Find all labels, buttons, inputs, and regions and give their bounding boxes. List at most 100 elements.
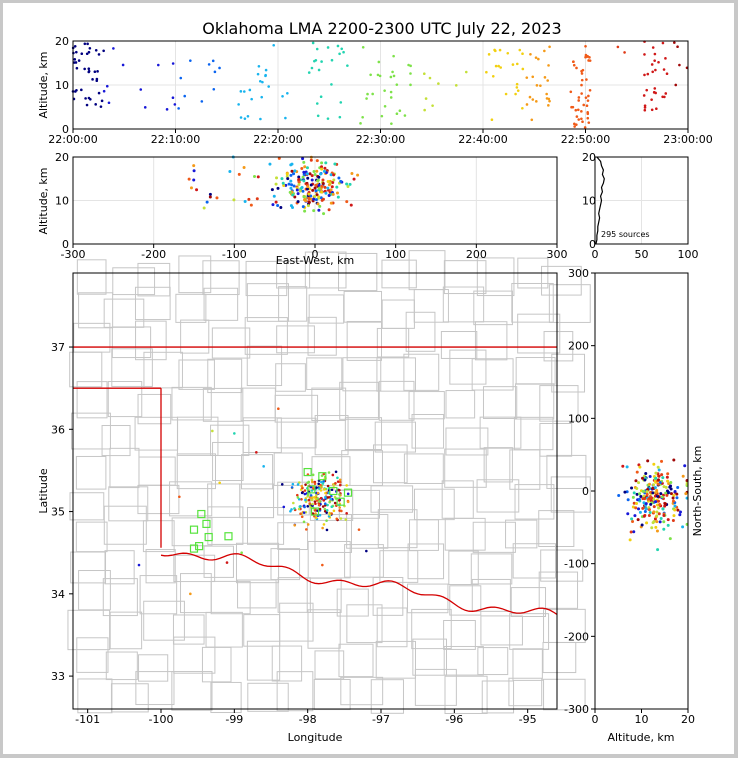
map-source-point: [297, 481, 301, 484]
ew-source-point: [336, 195, 340, 199]
county-outline: [538, 571, 579, 609]
ns-source-point: [634, 479, 638, 483]
ns-source-point: [649, 502, 653, 506]
source-point: [580, 78, 584, 82]
ew-tick-label: -300: [61, 248, 86, 261]
ew-source-point: [256, 175, 260, 179]
ew-source-point: [274, 200, 278, 204]
source-point: [580, 117, 583, 121]
source-point: [650, 108, 654, 112]
ew-source-point: [314, 198, 318, 202]
source-point: [464, 70, 468, 74]
ew-source-point: [312, 197, 316, 201]
source-point: [534, 56, 538, 59]
map-source-point: [296, 483, 300, 486]
ns-source-point: [642, 501, 646, 505]
ns-panel-xlabel: Altitude, km: [607, 731, 674, 744]
ns-source-point: [626, 498, 630, 502]
map-source-point: [332, 509, 336, 513]
county-outline: [110, 683, 149, 713]
map-source-point: [313, 509, 317, 512]
ns-source-point: [637, 507, 641, 511]
red-river-border: [160, 552, 558, 615]
county-outline: [102, 578, 138, 617]
county-outline: [474, 321, 508, 361]
map-source-point: [298, 505, 302, 508]
source-point: [264, 68, 268, 72]
time-alt-tick-label: 10: [55, 79, 69, 92]
map-source-point: [345, 512, 348, 515]
source-point: [346, 64, 349, 67]
ew-source-point: [309, 194, 313, 198]
ew-source-point: [332, 178, 336, 182]
ns-source-point: [666, 479, 670, 483]
source-point: [315, 47, 319, 51]
source-point: [487, 53, 491, 56]
county-outline: [271, 645, 303, 682]
source-point: [521, 52, 524, 56]
ns-source-point: [675, 496, 679, 500]
ew-source-point: [249, 203, 253, 207]
county-outline: [512, 648, 543, 681]
ew-source-point: [337, 176, 341, 180]
map-source-point: [346, 492, 350, 496]
map-source-point: [303, 489, 307, 492]
source-point: [535, 84, 539, 87]
map-source-point: [304, 498, 307, 502]
county-outline: [69, 492, 105, 521]
county-outline: [135, 320, 167, 361]
ns-source-point: [673, 504, 677, 508]
county-outline: [543, 331, 574, 362]
source-point: [454, 84, 458, 87]
source-point: [494, 64, 498, 68]
county-outline: [108, 486, 149, 522]
map-source-point: [317, 482, 320, 486]
ns-source-point: [665, 489, 669, 493]
source-point: [646, 72, 650, 76]
source-point: [256, 72, 260, 76]
source-point: [75, 66, 79, 70]
map-source-point: [318, 487, 321, 490]
ns-source-point: [645, 492, 649, 496]
source-point: [211, 59, 215, 63]
ew-source-point: [276, 186, 280, 190]
county-outline: [539, 422, 573, 457]
ew-source-point: [317, 186, 321, 190]
ns-tick-label: -200: [564, 630, 589, 643]
county-outline: [539, 385, 579, 422]
ns-source-point: [629, 530, 633, 534]
ew-tick-label: 200: [466, 248, 487, 261]
ns-source-point: [631, 519, 635, 523]
map-source-point: [326, 484, 330, 488]
ew-source-point: [326, 186, 330, 190]
ns-source-point: [644, 472, 648, 476]
ns-source-point: [641, 489, 645, 493]
time-tick-label: 22:00:00: [48, 133, 97, 146]
source-point: [543, 76, 547, 79]
time-tick-label: 22:30:00: [356, 133, 405, 146]
county-outline: [477, 647, 509, 676]
source-point: [654, 68, 657, 72]
ew-source-point: [315, 193, 319, 197]
time-alt-tick-label: 0: [62, 123, 69, 136]
source-point: [654, 91, 657, 95]
map-source-point: [335, 517, 339, 521]
source-point: [75, 50, 78, 54]
map-source-point: [331, 473, 335, 477]
county-outline: [546, 454, 587, 489]
ns-source-point: [665, 493, 669, 497]
map-source-point: [322, 472, 326, 476]
ns-alt-tick-label: 0: [592, 713, 599, 726]
map-source-point: [322, 523, 326, 526]
source-point: [490, 118, 494, 122]
county-outline: [406, 583, 449, 614]
ew-source-point: [330, 185, 334, 189]
ns-tick-label: -300: [564, 703, 589, 716]
ns-source-point: [657, 468, 661, 472]
map-source-point: [323, 509, 327, 513]
county-outline: [135, 671, 175, 706]
ns-source-point: [655, 529, 659, 533]
county-outline: [550, 476, 591, 513]
map-source-point: [306, 481, 309, 485]
source-point: [80, 88, 83, 92]
